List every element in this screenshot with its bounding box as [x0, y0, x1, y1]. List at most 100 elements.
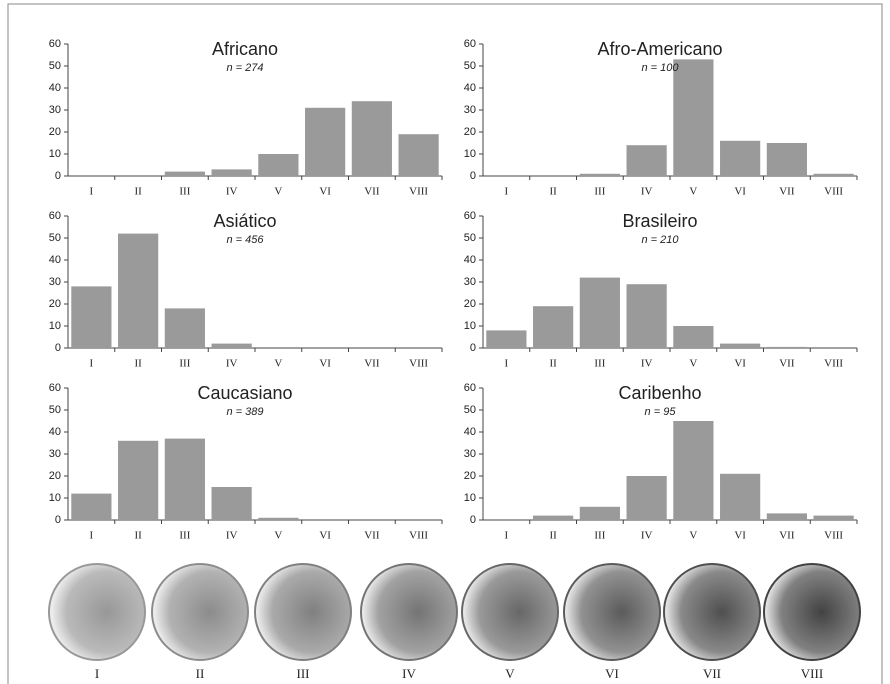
x-tick-label: IV — [226, 530, 238, 542]
x-tick-label: VII — [364, 186, 380, 198]
x-tick-label: I — [505, 358, 509, 370]
bar — [118, 441, 158, 520]
hair-type-label: VII — [703, 666, 721, 681]
hair-sample — [49, 564, 145, 660]
hair-type-label: V — [505, 666, 515, 681]
x-tick-label: V — [689, 530, 697, 542]
y-tick-label: 10 — [49, 492, 61, 504]
bar — [767, 143, 807, 176]
y-tick-label: 40 — [464, 82, 476, 94]
hair-type-label: VI — [605, 666, 619, 681]
x-tick-label: I — [505, 186, 509, 198]
x-tick-label: VIII — [409, 186, 428, 198]
y-tick-label: 0 — [55, 514, 61, 526]
hair-type-label: IV — [402, 666, 416, 681]
y-tick-label: 20 — [49, 470, 61, 482]
bar — [212, 344, 252, 348]
y-tick-label: 40 — [464, 426, 476, 438]
bar — [580, 278, 620, 348]
hair-sample — [764, 564, 860, 660]
x-tick-label: VIII — [824, 186, 843, 198]
x-tick-label: III — [594, 186, 605, 198]
bar — [533, 516, 573, 520]
bar — [673, 326, 713, 348]
bar — [720, 344, 760, 348]
x-tick-label: III — [179, 186, 190, 198]
y-tick-label: 40 — [464, 254, 476, 266]
x-tick-label: II — [549, 358, 557, 370]
y-tick-label: 20 — [464, 298, 476, 310]
y-tick-label: 0 — [470, 170, 476, 182]
chart-title: Brasileiro — [622, 211, 697, 231]
y-tick-label: 40 — [49, 426, 61, 438]
x-tick-label: VI — [734, 530, 746, 542]
bar — [212, 487, 252, 520]
y-tick-label: 50 — [464, 232, 476, 244]
x-tick-label: II — [549, 530, 557, 542]
hair-sample — [462, 564, 558, 660]
bar — [627, 284, 667, 348]
bar — [212, 169, 252, 176]
x-tick-label: IV — [641, 358, 653, 370]
chart-title: Caucasiano — [197, 383, 292, 403]
x-tick-label: IV — [226, 358, 238, 370]
hair-type-label: I — [95, 666, 99, 681]
bar — [486, 330, 526, 348]
y-tick-label: 20 — [49, 298, 61, 310]
y-tick-label: 10 — [464, 320, 476, 332]
x-tick-label: VI — [734, 186, 746, 198]
bar — [627, 145, 667, 176]
x-tick-label: III — [179, 358, 190, 370]
y-tick-label: 0 — [55, 170, 61, 182]
bar — [580, 174, 620, 176]
bar — [258, 518, 298, 520]
bar — [165, 439, 205, 520]
x-tick-label: VIII — [409, 358, 428, 370]
bar — [165, 172, 205, 176]
hair-sample — [152, 564, 248, 660]
hair-sample — [255, 564, 351, 660]
x-tick-label: VI — [319, 530, 331, 542]
y-tick-label: 50 — [464, 404, 476, 416]
y-tick-label: 40 — [49, 82, 61, 94]
x-tick-label: VII — [779, 530, 795, 542]
y-tick-label: 60 — [464, 382, 476, 394]
hair-type-label: VIII — [801, 666, 823, 681]
y-tick-label: 60 — [49, 210, 61, 222]
y-tick-label: 20 — [49, 126, 61, 138]
bar — [165, 308, 205, 348]
y-tick-label: 30 — [49, 448, 61, 460]
hair-sample — [664, 564, 760, 660]
x-tick-label: VII — [779, 186, 795, 198]
y-tick-label: 0 — [470, 342, 476, 354]
y-tick-label: 30 — [464, 104, 476, 116]
hair-type-label: III — [297, 666, 310, 681]
x-tick-label: III — [594, 358, 605, 370]
x-tick-label: VIII — [824, 358, 843, 370]
x-tick-label: VII — [779, 358, 795, 370]
y-tick-label: 10 — [464, 148, 476, 160]
bar — [767, 513, 807, 520]
x-tick-label: II — [134, 530, 142, 542]
x-tick-label: I — [505, 530, 509, 542]
x-tick-label: VI — [734, 358, 746, 370]
y-tick-label: 50 — [49, 232, 61, 244]
y-tick-label: 30 — [464, 276, 476, 288]
chart-subtitle: n = 456 — [226, 234, 264, 246]
y-tick-label: 50 — [49, 404, 61, 416]
x-tick-label: IV — [641, 530, 653, 542]
x-tick-label: IV — [641, 186, 653, 198]
bar — [814, 174, 854, 176]
y-tick-label: 0 — [470, 514, 476, 526]
y-tick-label: 60 — [49, 38, 61, 50]
bar — [673, 59, 713, 176]
x-tick-label: V — [689, 358, 697, 370]
y-tick-label: 60 — [464, 38, 476, 50]
y-tick-label: 30 — [49, 104, 61, 116]
y-tick-label: 60 — [464, 210, 476, 222]
y-tick-label: 10 — [49, 320, 61, 332]
y-tick-label: 10 — [464, 492, 476, 504]
y-tick-label: 20 — [464, 126, 476, 138]
bar — [814, 516, 854, 520]
bar — [533, 306, 573, 348]
